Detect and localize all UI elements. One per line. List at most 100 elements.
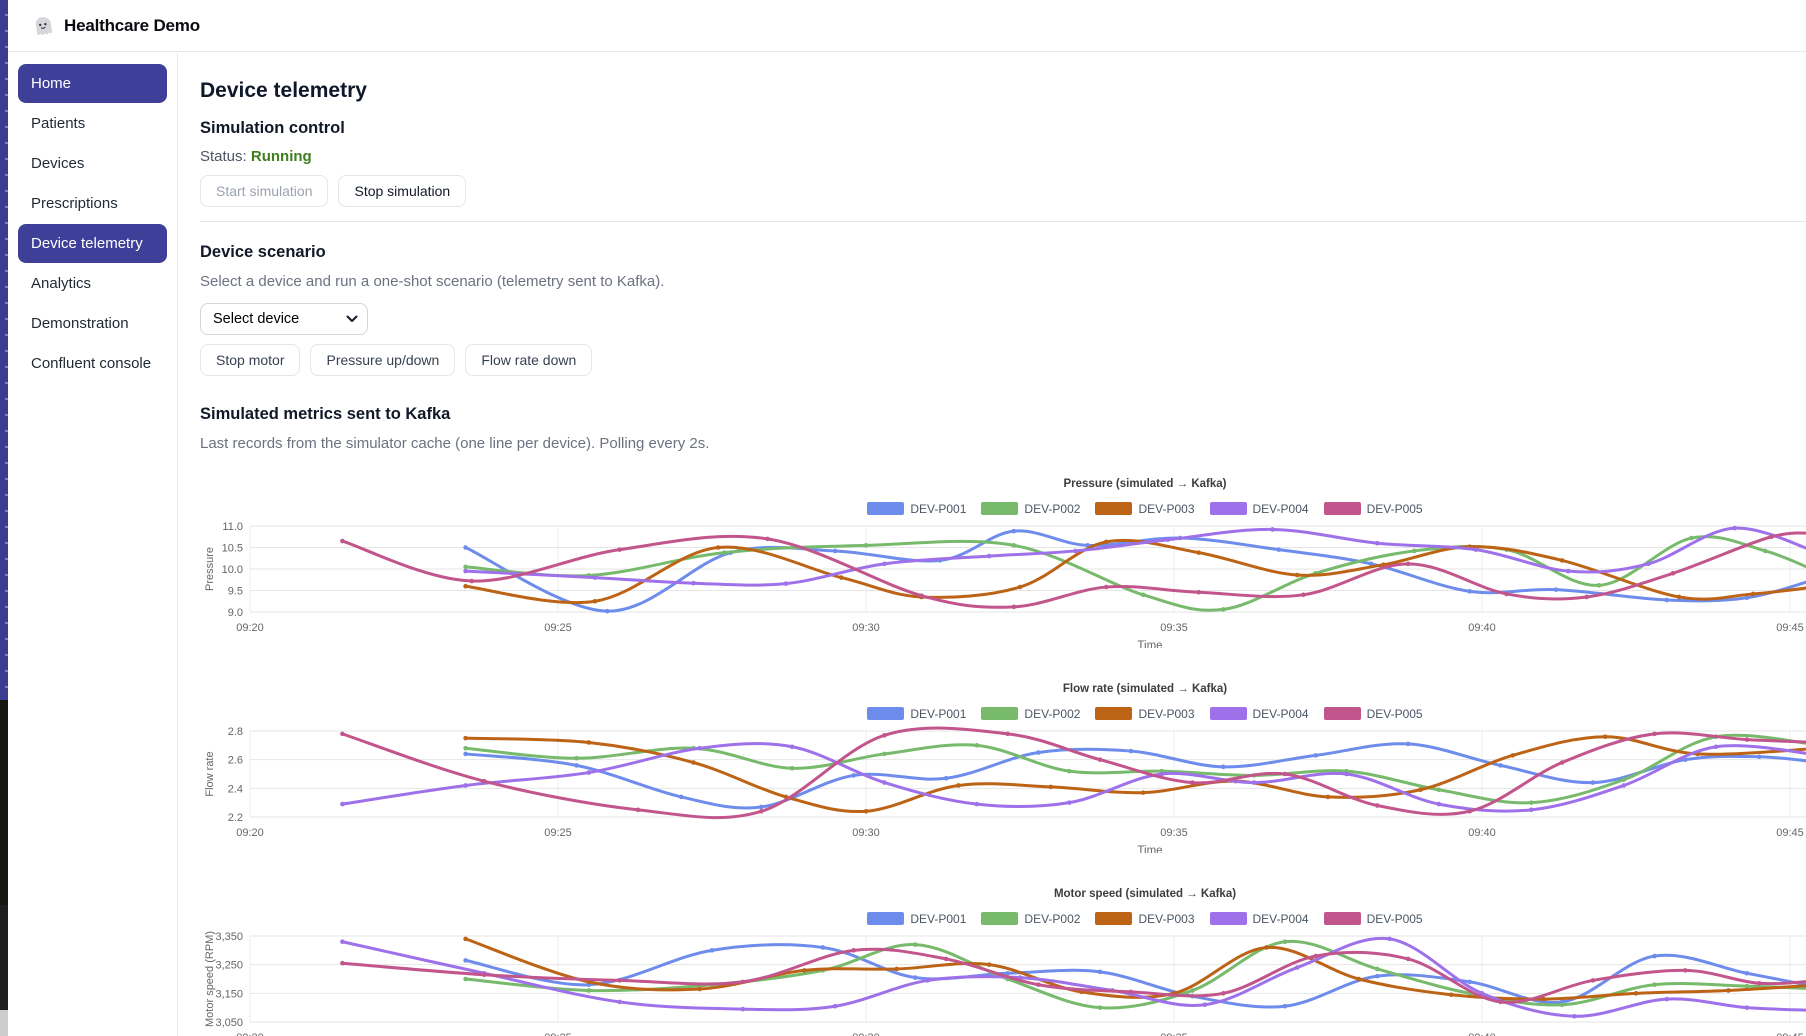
sidebar-item-confluent-console[interactable]: Confluent console <box>31 355 152 372</box>
edge-strip-segment <box>0 0 8 700</box>
main-content: Device telemetry Simulation control Stat… <box>178 52 1806 1036</box>
legend-swatch <box>981 707 1019 720</box>
svg-text:Time: Time <box>1137 640 1162 648</box>
svg-text:3,150: 3,150 <box>215 988 243 1000</box>
legend-item-dev-p002[interactable]: DEV-P002 <box>981 912 1080 926</box>
legend-item-dev-p005[interactable]: DEV-P005 <box>1323 707 1423 721</box>
chart-title: Pressure (simulated → Kafka) <box>1063 478 1227 490</box>
sidebar-item-devices[interactable]: Devices <box>31 155 85 172</box>
legend-item-dev-p002[interactable]: DEV-P002 <box>981 502 1080 516</box>
scenario-buttons: Stop motor Pressure up/down Flow rate down <box>200 344 1806 376</box>
metrics-heading: Simulated metrics sent to Kafka <box>200 405 451 423</box>
legend-swatch <box>1095 912 1133 925</box>
svg-text:09:20: 09:20 <box>236 827 264 839</box>
legend-swatch <box>981 502 1019 515</box>
edge-strip-segment <box>0 1010 8 1036</box>
legend-swatch <box>1323 502 1361 515</box>
legend-swatch <box>1209 502 1247 515</box>
svg-text:Flow rate: Flow rate <box>204 751 216 796</box>
svg-text:09:35: 09:35 <box>1160 622 1188 634</box>
svg-text:09:35: 09:35 <box>1160 827 1188 839</box>
svg-text:09:45: 09:45 <box>1776 622 1804 634</box>
legend-label: DEV-P003 <box>1138 706 1195 721</box>
legend-item-dev-p001[interactable]: DEV-P001 <box>867 912 966 926</box>
device-select-wrapper: Select device <box>200 303 368 335</box>
legend-swatch <box>867 502 905 515</box>
legend-item-dev-p005[interactable]: DEV-P005 <box>1323 911 1423 926</box>
stop-motor-button[interactable]: Stop motor <box>200 344 301 376</box>
legend-label: DEV-P001 <box>910 706 967 721</box>
svg-text:09:30: 09:30 <box>852 827 880 839</box>
svg-text:2.2: 2.2 <box>228 812 243 824</box>
svg-text:09:45: 09:45 <box>1776 827 1804 839</box>
edge-strip-segment <box>0 905 8 1010</box>
sidebar-item-home[interactable]: Home <box>18 64 167 103</box>
device-scenario-heading: Device scenario <box>200 243 326 261</box>
sidebar-item-prescriptions[interactable]: Prescriptions <box>31 195 118 212</box>
chart-2-canvas[interactable]: 2.8 2.6 2.4 2.2 09:20 09:25 09:30 09:35 09:40 09:… <box>200 725 1806 853</box>
legend-item-dev-p004[interactable]: DEV-P004 <box>1209 501 1309 516</box>
legend-item-dev-p004[interactable]: DEV-P004 <box>1209 912 1309 926</box>
legend-swatch <box>1323 912 1361 925</box>
simulation-control-heading: Simulation control <box>200 119 345 137</box>
app-title: Healthcare Demo <box>64 15 200 35</box>
legend-label: DEV-P005 <box>1366 911 1423 926</box>
chart-legend: DEV-P001 DEV-P002 DEV-P003 DEV-P004 DEV-P005 <box>200 706 1806 721</box>
sidebar-item-patients[interactable]: Patients <box>31 115 86 132</box>
legend-label: DEV-P001 <box>910 911 967 926</box>
pressure-up-down-button[interactable]: Pressure up/down <box>310 344 456 376</box>
legend-label: DEV-P004 <box>1252 501 1309 516</box>
page-title: Device telemetry <box>200 79 367 102</box>
legend-swatch <box>981 912 1019 925</box>
svg-text:Time: Time <box>1137 845 1162 853</box>
stop-simulation-button[interactable]: Stop simulation <box>338 175 467 207</box>
chart-title: Flow rate (simulated → Kafka) <box>1062 683 1228 695</box>
svg-text:Motor speed (RPM): Motor speed (RPM) <box>204 931 216 1027</box>
legend-item-dev-p003[interactable]: DEV-P003 <box>1095 706 1195 721</box>
legend-swatch <box>867 707 905 720</box>
sidebar-item-analytics[interactable]: Analytics <box>31 275 92 292</box>
svg-text:09:20: 09:20 <box>236 622 264 634</box>
chart-flow-rate: Flow rate (simulated → Kafka) DEV-P001 DEV… <box>200 682 1806 853</box>
svg-text:3,050: 3,050 <box>215 1017 243 1029</box>
status-value: Running <box>250 148 312 165</box>
legend-item-dev-p001[interactable]: DEV-P001 <box>867 707 966 721</box>
svg-text:3,350: 3,350 <box>215 931 243 943</box>
svg-text:09:40: 09:40 <box>1468 1032 1496 1036</box>
legend-item-dev-p002[interactable]: DEV-P002 <box>981 707 1080 721</box>
svg-text:09:40: 09:40 <box>1468 827 1496 839</box>
legend-label: DEV-P005 <box>1366 501 1423 516</box>
legend-item-dev-p004[interactable]: DEV-P004 <box>1209 706 1309 721</box>
svg-text:3,250: 3,250 <box>215 960 243 972</box>
svg-text:10.0: 10.0 <box>222 564 243 576</box>
legend-item-dev-p005[interactable]: DEV-P005 <box>1323 501 1423 516</box>
legend-label: DEV-P004 <box>1252 706 1309 721</box>
status-label: Status: <box>200 148 247 165</box>
start-simulation-button[interactable]: Start simulation <box>200 175 329 207</box>
legend-swatch <box>1209 707 1247 720</box>
sidebar-item-device-telemetry[interactable]: Device telemetry <box>18 224 167 263</box>
svg-text:09:25: 09:25 <box>544 1032 572 1036</box>
chart-title: Motor speed (simulated → Kafka) <box>1053 888 1237 900</box>
legend-swatch <box>1209 912 1247 925</box>
legend-item-dev-p001[interactable]: DEV-P001 <box>867 502 966 516</box>
chart-motor-speed-rpm: Motor speed (simulated → Kafka) DEV-P001 D… <box>200 887 1806 1036</box>
charts-container: Pressure (simulated → Kafka) DEV-P001 DEV-… <box>200 477 1806 1036</box>
svg-text:09:40: 09:40 <box>1468 622 1496 634</box>
legend-label: DEV-P003 <box>1138 911 1195 926</box>
svg-text:2.4: 2.4 <box>228 783 243 795</box>
sidebar: Home Patients Devices Prescriptions Device t… <box>8 53 178 1036</box>
device-select[interactable]: Select device <box>200 303 368 335</box>
chart-1-canvas[interactable]: 11.0 10.5 10.0 9.5 9.0 09:20 09:25 09:30 09:35 09… <box>200 520 1806 648</box>
flow-rate-down-button[interactable]: Flow rate down <box>465 344 593 376</box>
sidebar-item-demonstration[interactable]: Demonstration <box>31 315 129 332</box>
legend-swatch <box>1095 502 1133 515</box>
legend-item-dev-p003[interactable]: DEV-P003 <box>1095 911 1195 926</box>
svg-text:10.5: 10.5 <box>222 543 243 555</box>
legend-label: DEV-P002 <box>1024 911 1081 926</box>
chart-3-canvas[interactable]: 3,350 3,250 3,150 3,050 09:20 09:25 09:30 09:35… <box>200 930 1806 1036</box>
legend-item-dev-p003[interactable]: DEV-P003 <box>1095 502 1195 516</box>
legend-swatch <box>867 912 905 925</box>
chart-legend: DEV-P001 DEV-P002 DEV-P003 DEV-P004 DEV-P005 <box>200 911 1806 926</box>
window-edge-strip <box>0 0 8 1036</box>
